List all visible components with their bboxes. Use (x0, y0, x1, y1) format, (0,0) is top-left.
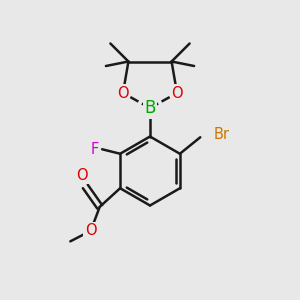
Text: Br: Br (213, 127, 229, 142)
Text: O: O (76, 167, 88, 182)
Text: O: O (117, 85, 129, 100)
Text: F: F (91, 142, 99, 157)
Text: O: O (85, 223, 97, 238)
Text: O: O (171, 85, 183, 100)
Text: B: B (144, 99, 156, 117)
